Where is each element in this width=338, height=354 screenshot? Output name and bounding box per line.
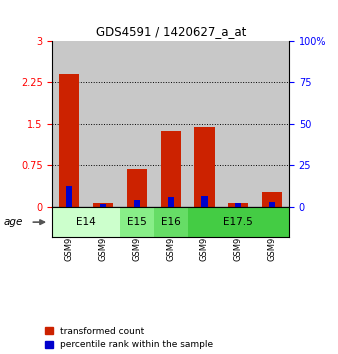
Bar bbox=[100, 204, 106, 207]
Bar bbox=[52, 207, 120, 237]
Bar bbox=[269, 201, 275, 207]
Bar bbox=[255, 41, 289, 207]
Text: E14: E14 bbox=[76, 217, 96, 227]
Title: GDS4591 / 1420627_a_at: GDS4591 / 1420627_a_at bbox=[96, 25, 246, 38]
Bar bbox=[154, 207, 188, 237]
Bar bbox=[86, 41, 120, 207]
Legend: transformed count, percentile rank within the sample: transformed count, percentile rank withi… bbox=[45, 327, 214, 349]
Bar bbox=[127, 169, 147, 207]
Bar bbox=[59, 74, 79, 207]
Bar bbox=[188, 207, 289, 237]
Bar bbox=[188, 41, 221, 207]
Bar bbox=[194, 127, 215, 207]
Bar bbox=[52, 41, 86, 207]
Text: E17.5: E17.5 bbox=[223, 217, 253, 227]
Bar bbox=[221, 41, 255, 207]
Bar bbox=[66, 186, 72, 207]
Bar bbox=[154, 41, 188, 207]
Bar bbox=[168, 197, 174, 207]
Bar bbox=[120, 41, 154, 207]
Bar bbox=[161, 131, 181, 207]
Bar bbox=[235, 203, 241, 207]
Text: E16: E16 bbox=[161, 217, 180, 227]
Text: age: age bbox=[3, 217, 23, 227]
Bar bbox=[120, 207, 154, 237]
Text: E15: E15 bbox=[127, 217, 147, 227]
Bar bbox=[262, 192, 282, 207]
Bar bbox=[93, 202, 113, 207]
Bar bbox=[134, 200, 140, 207]
Bar bbox=[201, 196, 208, 207]
Bar bbox=[228, 202, 248, 207]
